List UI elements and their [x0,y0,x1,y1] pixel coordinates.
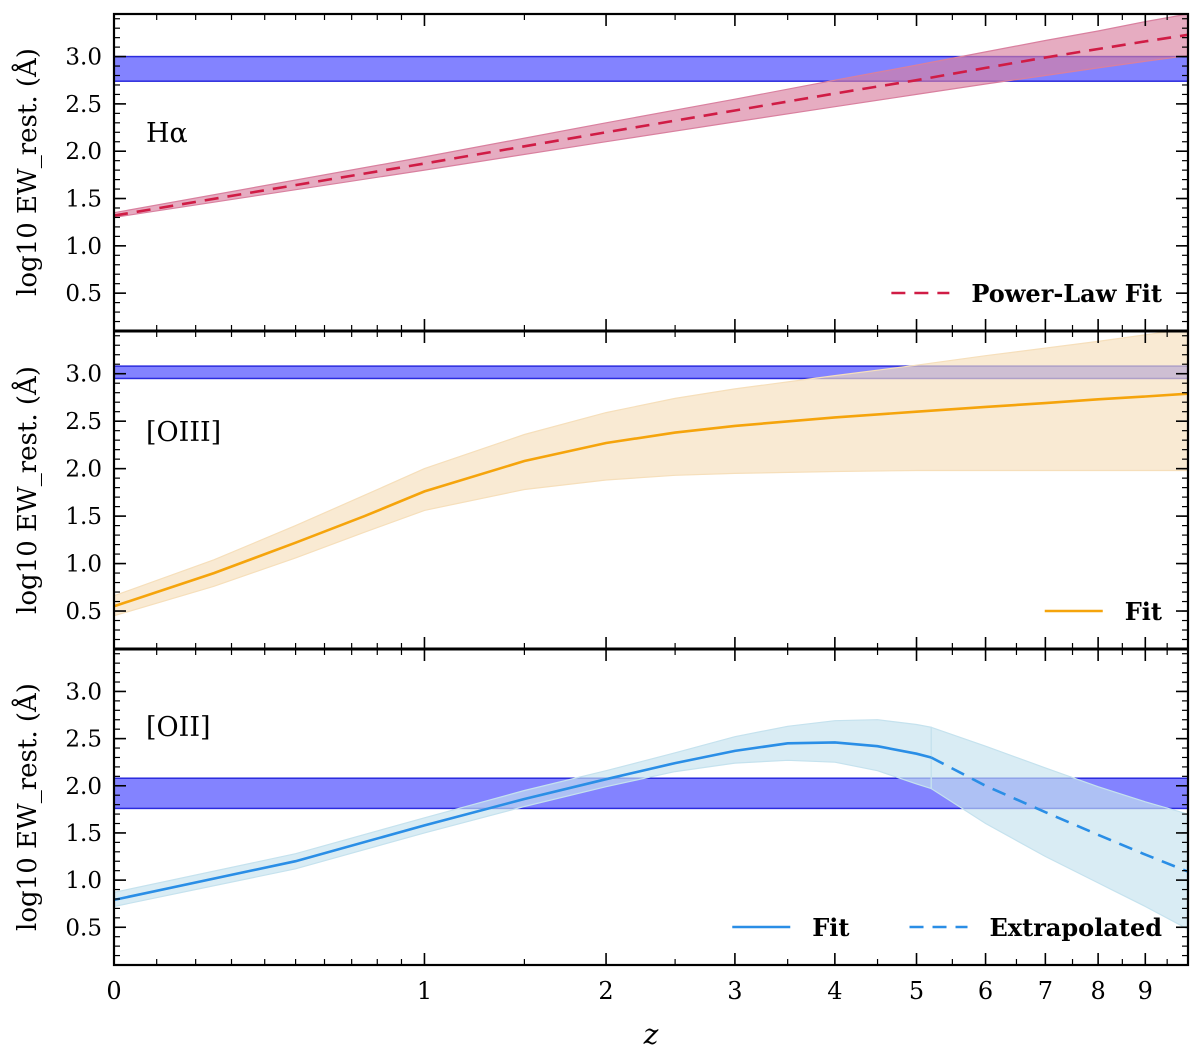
y-tick-label: 2.5 [65,727,102,753]
x-tick-label: 7 [1038,977,1053,1005]
panel-oii: 0.5 1.0 1.5 2.0 2.5 3.0 [OII] Extrapolated Fit… [11,649,1188,965]
legend-label: Extrapolated [990,913,1163,942]
x-tick-label: 6 [978,977,993,1005]
x-tick-label: 4 [827,977,842,1005]
series-line-oii-fit [114,741,932,902]
y-tick-label: 2.0 [65,139,102,165]
series-line-oiii-fit [114,392,1188,608]
series-line-oii-extrapolated [930,756,1188,873]
legend-halpha: Power-Law Fit [891,279,1162,308]
uncertainty-band-oii-1 [930,726,1188,930]
axes-frames [112,12,1190,967]
x-axis-label: z [643,1018,659,1051]
y-tick-label: 1.0 [65,552,102,578]
y-tick-label: 2.0 [65,774,102,800]
y-tick-label: 1.5 [65,187,102,213]
legend-oiii: Fit [1044,597,1162,626]
uncertainty-band-oii-0 [114,719,932,908]
x-tick-label: 1 [417,977,432,1005]
x-tick-label: 8 [1090,977,1105,1005]
y-tick-label: 2.5 [65,409,102,435]
x-tick-label: 9 [1138,977,1153,1005]
legend-oii: Extrapolated Fit [732,913,1162,942]
y-axis-label-oiii: log10 EW_rest. (Å) [11,366,43,614]
x-tick-label: 5 [909,977,924,1005]
y-axis-label-oii: log10 EW_rest. (Å) [11,683,43,931]
x-tick-label: 3 [727,977,742,1005]
y-tick-label: 1.0 [65,234,102,260]
legend-label: Power-Law Fit [971,279,1162,308]
y-tick-label: 2.0 [65,457,102,483]
uncertainty-band-halpha-0 [114,14,1188,219]
y-axis-label-halpha: log10 EW_rest. (Å) [11,48,43,296]
y-tick-label: 0.5 [65,281,102,307]
panel-label-oii: [OII] [146,712,211,743]
y-tick-label: 0.5 [65,915,102,941]
y-tick-label: 1.5 [65,504,102,530]
x-tick-label: 0 [106,977,121,1005]
panel-halpha: 0.5 1.0 1.5 2.0 2.5 3.0 Hα Power-Law Fit log1… [11,14,1188,331]
legend-label: Fit [1125,597,1162,626]
y-tick-label: 2.5 [65,92,102,118]
y-tick-label: 3.0 [65,679,102,705]
legend-label: Fit [812,913,849,942]
y-tick-label: 1.0 [65,868,102,894]
y-tick-label: 3.0 [65,362,102,388]
x-axis: 0 1 2 3 4 5 6 7 8 9 [106,977,1153,1005]
y-tick-label: 1.5 [65,821,102,847]
y-tick-label: 0.5 [65,599,102,625]
y-tick-label: 3.0 [65,45,102,71]
series-line-halpha-power-law-fit [114,33,1188,217]
panel-oiii: 0.5 1.0 1.5 2.0 2.5 3.0 [OIII] Fit log10 EW_r… [11,331,1188,649]
panel-label-halpha: Hα [146,118,188,149]
panel-label-oiii: [OIII] [146,417,221,448]
uncertainty-band-oiii-0 [114,331,1188,617]
x-tick-label: 2 [598,977,613,1005]
